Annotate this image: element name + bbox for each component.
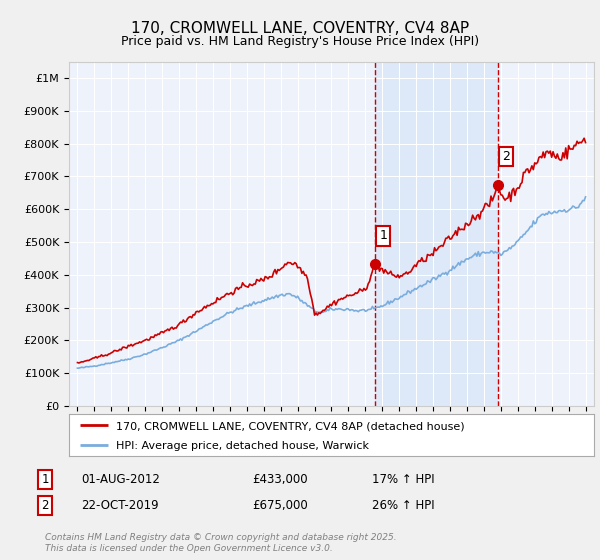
- Text: HPI: Average price, detached house, Warwick: HPI: Average price, detached house, Warw…: [116, 441, 369, 451]
- Text: 22-OCT-2019: 22-OCT-2019: [81, 498, 158, 512]
- Text: 2: 2: [41, 498, 49, 512]
- Text: £675,000: £675,000: [252, 498, 308, 512]
- Text: Contains HM Land Registry data © Crown copyright and database right 2025.
This d: Contains HM Land Registry data © Crown c…: [45, 533, 397, 553]
- Text: 01-AUG-2012: 01-AUG-2012: [81, 473, 160, 487]
- Text: 1: 1: [41, 473, 49, 487]
- Bar: [375, 62, 498, 406]
- Text: Price paid vs. HM Land Registry's House Price Index (HPI): Price paid vs. HM Land Registry's House …: [121, 35, 479, 48]
- Text: 1: 1: [379, 230, 388, 242]
- Text: 26% ↑ HPI: 26% ↑ HPI: [372, 498, 434, 512]
- Text: 170, CROMWELL LANE, COVENTRY, CV4 8AP (detached house): 170, CROMWELL LANE, COVENTRY, CV4 8AP (d…: [116, 421, 465, 431]
- Text: 170, CROMWELL LANE, COVENTRY, CV4 8AP: 170, CROMWELL LANE, COVENTRY, CV4 8AP: [131, 21, 469, 36]
- Text: 17% ↑ HPI: 17% ↑ HPI: [372, 473, 434, 487]
- Text: £433,000: £433,000: [252, 473, 308, 487]
- Text: 2: 2: [502, 150, 510, 163]
